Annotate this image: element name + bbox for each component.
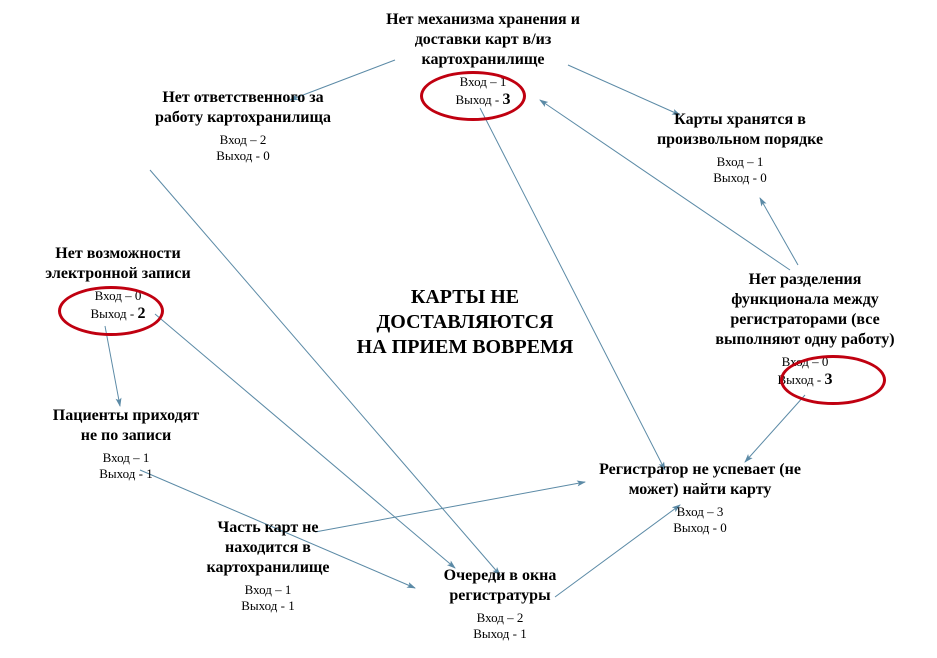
center-problem-title: КАРТЫ НЕ ДОСТАВЛЯЮТСЯ НА ПРИЕМ ВОВРЕМЯ [330,285,600,360]
node-random_order: Карты хранятся в произвольном порядке Вхо… [630,110,850,187]
node-out-label: Выход - 1 [241,598,294,613]
node-out-label: Выход - 0 [713,170,766,185]
node-out-label: Выход - 0 [673,520,726,535]
node-in-count: Вход – 2 [410,610,590,626]
node-no_responsible: Нет ответственного за работу картохранил… [128,88,358,165]
highlight-circle [420,71,526,121]
node-queues: Очереди в окна регистратуры Вход – 2Выход… [410,566,590,643]
highlight-circle [780,355,886,405]
node-registrar_cant_find: Регистратор не успевает (не может) найти… [560,460,840,537]
node-title: Пациенты приходят не по записи [26,406,226,446]
node-counts: Вход – 3Выход - 0 [560,504,840,537]
node-some_cards_missing: Часть карт не находится в картохранилище… [178,518,358,615]
node-counts: Вход – 2Выход - 0 [128,132,358,165]
node-in-count: Вход – 3 [560,504,840,520]
node-out-count: Выход - 0 [630,170,850,186]
node-title: Нет механизма хранения и доставки карт в… [358,10,608,70]
node-in-count: Вход – 1 [178,582,358,598]
node-title: Карты хранятся в произвольном порядке [630,110,850,150]
diagram-canvas: { "canvas": { "width": 937, "height": 65… [0,0,937,658]
edge-arrow [760,198,798,265]
node-in-count: Вход – 1 [630,154,850,170]
node-out-label: Выход - 0 [216,148,269,163]
edge-arrow [745,395,805,462]
node-out-label: Выход - 1 [99,466,152,481]
node-title: Нет ответственного за работу картохранил… [128,88,358,128]
node-counts: Вход – 1Выход - 1 [26,450,226,483]
node-out-count: Выход - 0 [560,520,840,536]
node-title: Очереди в окна регистратуры [410,566,590,606]
node-out-count: Выход - 1 [26,466,226,482]
highlight-circle [58,286,164,336]
node-counts: Вход – 2Выход - 1 [410,610,590,643]
node-counts: Вход – 1Выход - 0 [630,154,850,187]
node-title: Нет возможности электронной записи [18,244,218,284]
edge-arrow [105,326,120,406]
node-patients_no_record: Пациенты приходят не по записи Вход – 1Вы… [26,406,226,483]
node-title: Часть карт не находится в картохранилище [178,518,358,578]
node-in-count: Вход – 1 [26,450,226,466]
node-out-count: Выход - 1 [178,598,358,614]
node-out-label: Выход - 1 [473,626,526,641]
node-title: Регистратор не успевает (не может) найти… [560,460,840,500]
edge-arrow [150,170,500,575]
node-out-count: Выход - 1 [410,626,590,642]
node-out-count: Выход - 0 [128,148,358,164]
node-in-count: Вход – 2 [128,132,358,148]
node-counts: Вход – 1Выход - 1 [178,582,358,615]
node-title: Нет разделения функционала между регистр… [690,270,920,350]
